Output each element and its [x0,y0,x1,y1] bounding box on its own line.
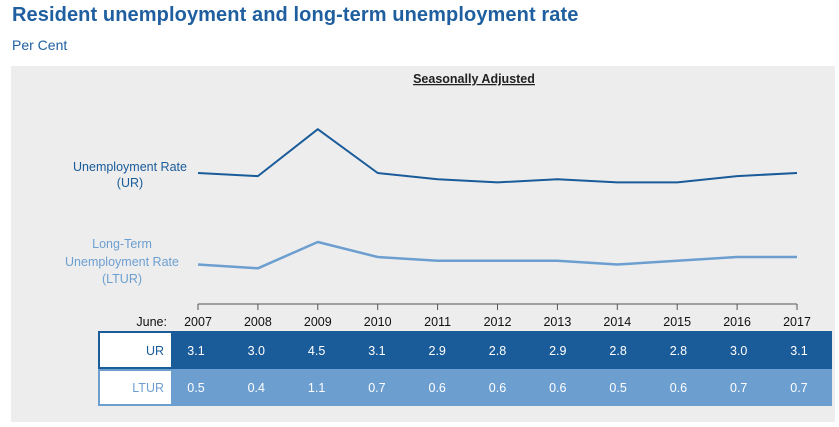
ur-value-2016: 3.0 [730,344,747,358]
ltur-value-2011: 0.6 [429,381,446,395]
x-tick-label-2013: 2013 [543,315,571,329]
x-tick-label-2008: 2008 [244,315,272,329]
ur-label-line-2: (UR) [117,176,143,190]
x-axis-prefix: June: [136,315,167,329]
x-tick-label-2009: 2009 [304,315,332,329]
ltur-value-2016: 0.7 [730,381,747,395]
ltur-value-2014: 0.5 [609,381,626,395]
ltur-value-2007: 0.5 [187,381,204,395]
x-tick-label-2016: 2016 [723,315,751,329]
page-title: Resident unemployment and long-term unem… [12,4,579,26]
ltur-series-line [197,240,797,270]
x-tick-label-2017: 2017 [783,315,811,329]
ltur-value-2017: 0.7 [790,381,807,395]
ur-value-2009: 4.5 [308,344,325,358]
x-tick-label-2015: 2015 [663,315,691,329]
ltur-row-bg [172,369,832,406]
ur-value-2008: 3.0 [248,344,265,358]
ur-value-2012: 2.8 [489,344,506,358]
ltur-value-2009: 1.1 [308,381,325,395]
ur-value-2014: 2.8 [609,344,626,358]
ur-label-line-1: Unemployment Rate [73,160,187,174]
ltur-value-2013: 0.6 [549,381,566,395]
ur-value-2015: 2.8 [670,344,687,358]
ur-value-2011: 2.9 [429,344,446,358]
ltur-label-line-3: (LTUR) [102,272,142,286]
x-tick-label-2014: 2014 [603,315,631,329]
ltur-row-header-cell [98,369,173,406]
chart-heading: Seasonally Adjusted [413,72,535,86]
ur-row-label: UR [146,344,164,358]
ur-value-2007: 3.1 [187,344,204,358]
x-tick-label-2012: 2012 [484,315,512,329]
ltur-label-line-1: Long-Term [92,237,152,251]
page-subtitle: Per Cent [12,37,68,53]
ur-value-2017: 3.1 [790,344,807,358]
x-tick-label-2007: 2007 [184,315,212,329]
ltur-label-line-2: Unemployment Rate [65,255,179,269]
ur-series-line [197,128,798,184]
ur-row-bg [172,331,832,369]
ltur-value-2010: 0.7 [368,381,385,395]
ltur-row-label: LTUR [132,381,164,395]
ur-value-2013: 2.9 [549,344,566,358]
ur-row-header-cell [98,331,173,369]
x-tick-label-2010: 2010 [364,315,392,329]
ltur-value-2008: 0.4 [248,381,265,395]
ltur-value-2015: 0.6 [670,381,687,395]
ur-value-2010: 3.1 [368,344,385,358]
ltur-value-2012: 0.6 [489,381,506,395]
x-tick-label-2011: 2011 [424,315,451,329]
